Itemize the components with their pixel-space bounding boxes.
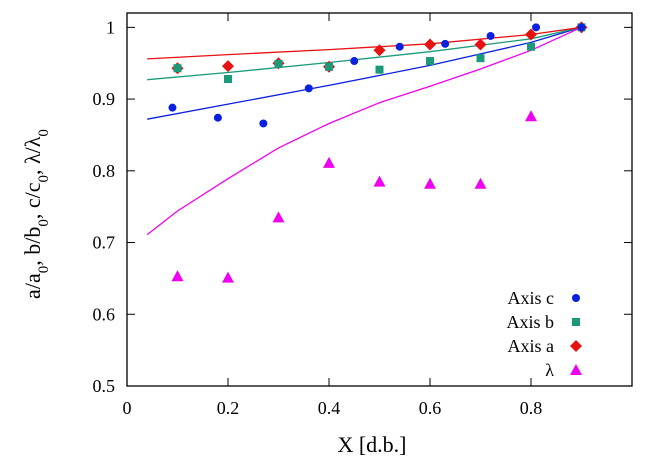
data-point-series-1: [168, 103, 177, 112]
y-tick-label: 0.5: [93, 376, 116, 396]
fit-line-2: [147, 26, 582, 81]
data-point-series-4: [272, 211, 285, 223]
plot-border: [126, 12, 633, 387]
legend-marker-2: [572, 318, 580, 326]
data-point-series-2: [426, 57, 434, 66]
legend-label-4: λ: [545, 360, 554, 380]
data-point-series-3: [474, 38, 487, 51]
x-tick-label: 0: [123, 398, 132, 418]
data-markers: [168, 21, 588, 283]
data-point-series-1: [486, 31, 495, 40]
data-point-series-3: [222, 60, 234, 73]
data-point-series-1: [304, 84, 313, 93]
data-point-series-3: [373, 44, 386, 57]
axis-ticks: 0 0.2 0.4 0.6 0.8 0.5 0.6 0.7 0.8 0.9 1: [93, 13, 632, 418]
data-point-series-2: [224, 74, 232, 83]
data-point-series-2: [375, 65, 384, 74]
x-axis-title: X [d.b.]: [337, 432, 406, 457]
y-tick-label: 0.6: [93, 304, 116, 324]
data-point-series-4: [222, 271, 234, 283]
data-point-series-1: [441, 39, 450, 48]
data-point-series-2: [527, 42, 535, 51]
legend-label-2: Axis b: [506, 312, 554, 332]
legend-marker-1: [572, 294, 580, 302]
data-point-series-1: [395, 42, 404, 51]
data-point-series-1: [213, 113, 222, 122]
x-tick-label: 0.8: [520, 398, 543, 418]
legend-label-3: Axis a: [508, 336, 555, 356]
legend: Axis c Axis b Axis a λ: [506, 288, 582, 380]
data-point-series-1: [577, 23, 586, 32]
y-tick-label: 0.8: [93, 161, 116, 181]
data-point-series-3: [424, 38, 436, 51]
data-point-series-4: [373, 175, 386, 187]
legend-label-1: Axis c: [508, 288, 555, 308]
data-point-series-3: [525, 28, 537, 41]
legend-marker-4: [570, 364, 582, 375]
plot-frame: [126, 12, 633, 387]
data-point-series-4: [323, 156, 335, 168]
data-point-series-1: [259, 119, 268, 128]
x-tick-label: 0.2: [217, 398, 240, 418]
fit-line-4: [146, 26, 582, 236]
legend-marker-3: [570, 340, 582, 352]
data-point-series-1: [350, 57, 359, 66]
x-tick-label: 0.6: [419, 398, 442, 418]
data-point-series-4: [525, 110, 537, 122]
data-point-series-2: [325, 62, 333, 71]
fit-line-3: [147, 26, 582, 60]
data-point-series-4: [474, 177, 487, 189]
data-point-series-2: [274, 59, 283, 68]
y-tick-label: 0.7: [93, 233, 116, 253]
data-point-series-1: [532, 23, 541, 32]
fit-lines: [146, 26, 582, 236]
data-point-series-2: [476, 54, 485, 63]
data-point-series-4: [424, 177, 436, 189]
data-point-series-4: [171, 270, 184, 282]
y-tick-label: 0.9: [93, 89, 116, 109]
fit-line-1: [147, 26, 582, 120]
data-point-series-2: [173, 64, 182, 73]
x-tick-label: 0.4: [318, 398, 341, 418]
y-axis-title: a/a0, b/b0, c/c0, λ/λ0: [20, 129, 52, 299]
y-tick-label: 1: [106, 17, 115, 37]
